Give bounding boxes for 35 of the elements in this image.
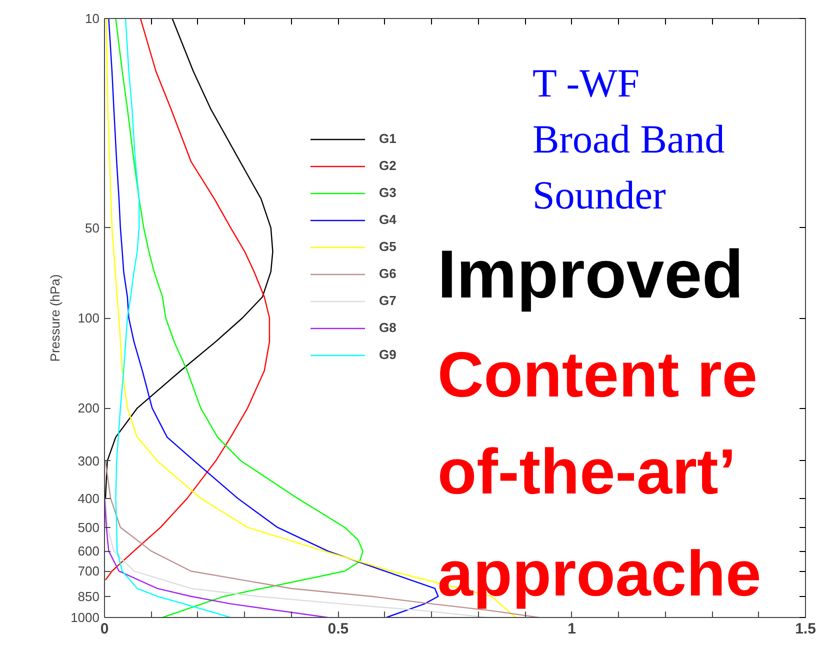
legend-label: G5 <box>379 239 398 254</box>
annotation: of-the-art’ <box>438 436 736 508</box>
line-series <box>115 18 232 618</box>
y-tick-label: 850 <box>78 588 100 604</box>
annotation: T -WF <box>532 60 640 106</box>
y-tick-label: 50 <box>85 220 100 236</box>
legend-label: G1 <box>379 131 398 146</box>
y-tick-label: 300 <box>78 453 100 468</box>
y-tick-label: 500 <box>78 520 100 535</box>
x-tick-label: 0 <box>100 620 109 638</box>
legend-label: G3 <box>379 185 398 200</box>
annotation: Sounder <box>532 172 666 218</box>
line-series <box>108 18 439 618</box>
legend-label: G7 <box>379 293 398 308</box>
y-tick-label: 400 <box>78 490 100 506</box>
x-tick-label: 1 <box>568 620 576 638</box>
legend-label: G8 <box>379 320 398 335</box>
y-tick-label: 100 <box>78 310 100 326</box>
x-tick-label: 1.5 <box>795 620 816 638</box>
y-tick-label: 600 <box>78 544 100 559</box>
y-tick-label: 700 <box>78 564 100 579</box>
y-axis-title: Pressure (hPa) <box>48 274 63 362</box>
y-tick-label: 200 <box>78 400 100 416</box>
line-series <box>115 18 364 618</box>
legend-label: G6 <box>379 266 398 281</box>
x-tick-label: 0.5 <box>328 620 349 638</box>
y-tick-label: 10 <box>85 11 100 26</box>
annotation: approache <box>438 538 762 610</box>
legend-label: G9 <box>379 347 398 362</box>
y-tick-label: 1000 <box>70 610 100 625</box>
annotation: Improved <box>438 236 744 312</box>
legend-label: G4 <box>379 212 398 227</box>
annotation: Content re <box>438 338 758 410</box>
annotation: Broad Band <box>532 116 725 162</box>
legend-label: G2 <box>379 158 398 173</box>
